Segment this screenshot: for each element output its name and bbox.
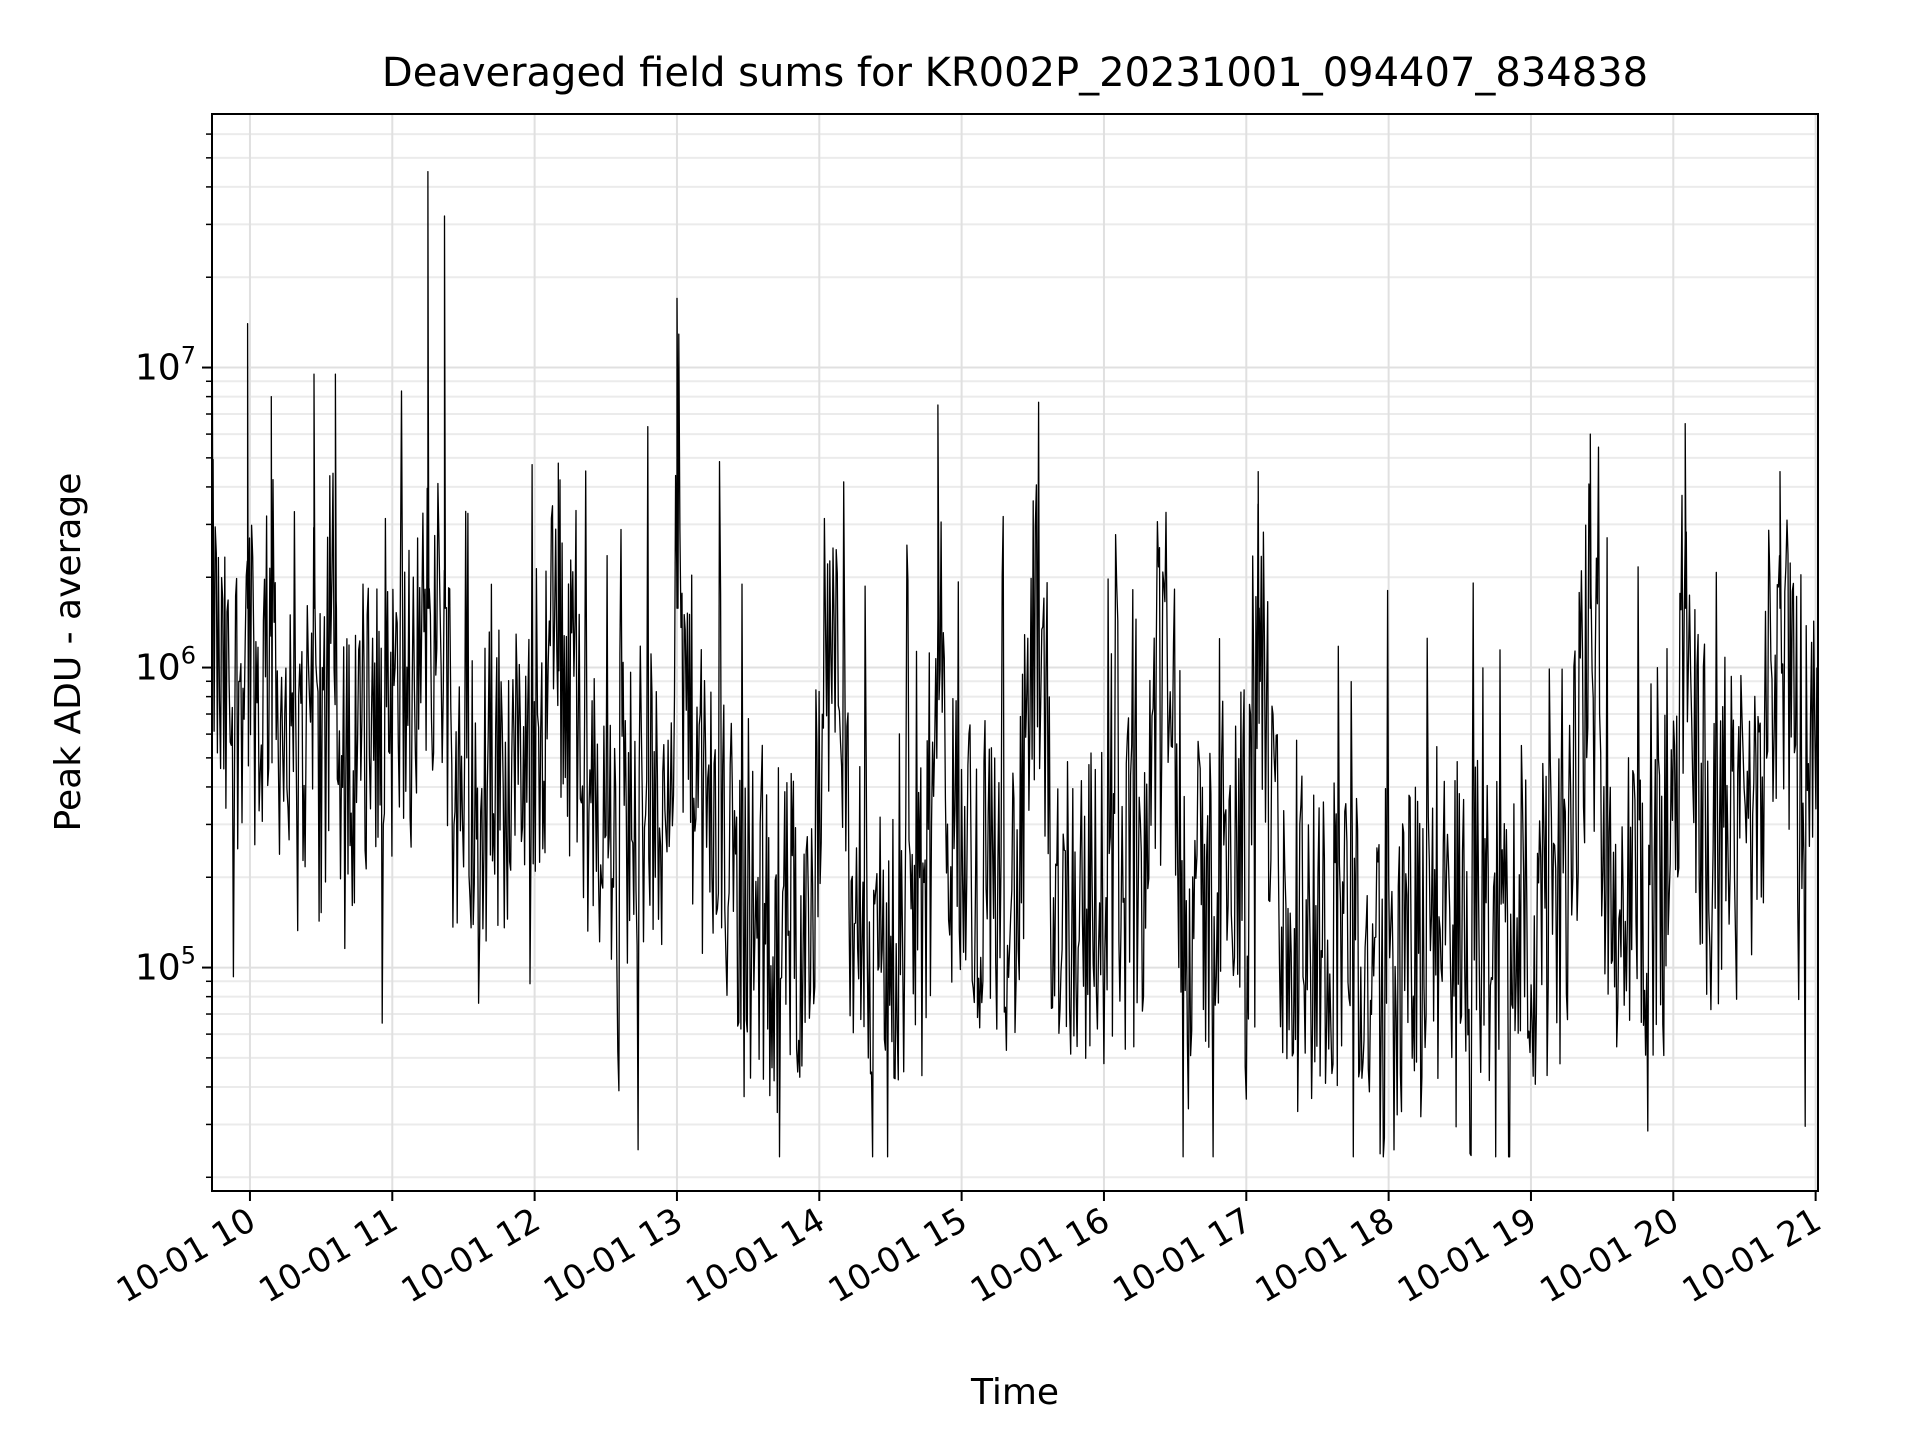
y-tick-label: 107 bbox=[135, 342, 196, 389]
x-axis-label: Time bbox=[970, 1372, 1059, 1413]
y-axis-label: Peak ADU - average bbox=[48, 473, 89, 832]
data-series-line bbox=[211, 170, 1818, 1158]
y-tick-label: 106 bbox=[135, 642, 196, 689]
y-axis-ticks: 105 106 107 bbox=[135, 133, 212, 1179]
axes-frame bbox=[211, 113, 1819, 1192]
chart-title: Deaveraged field sums for KR002P_2023100… bbox=[382, 50, 1648, 96]
y-tick-label: 105 bbox=[135, 942, 196, 989]
